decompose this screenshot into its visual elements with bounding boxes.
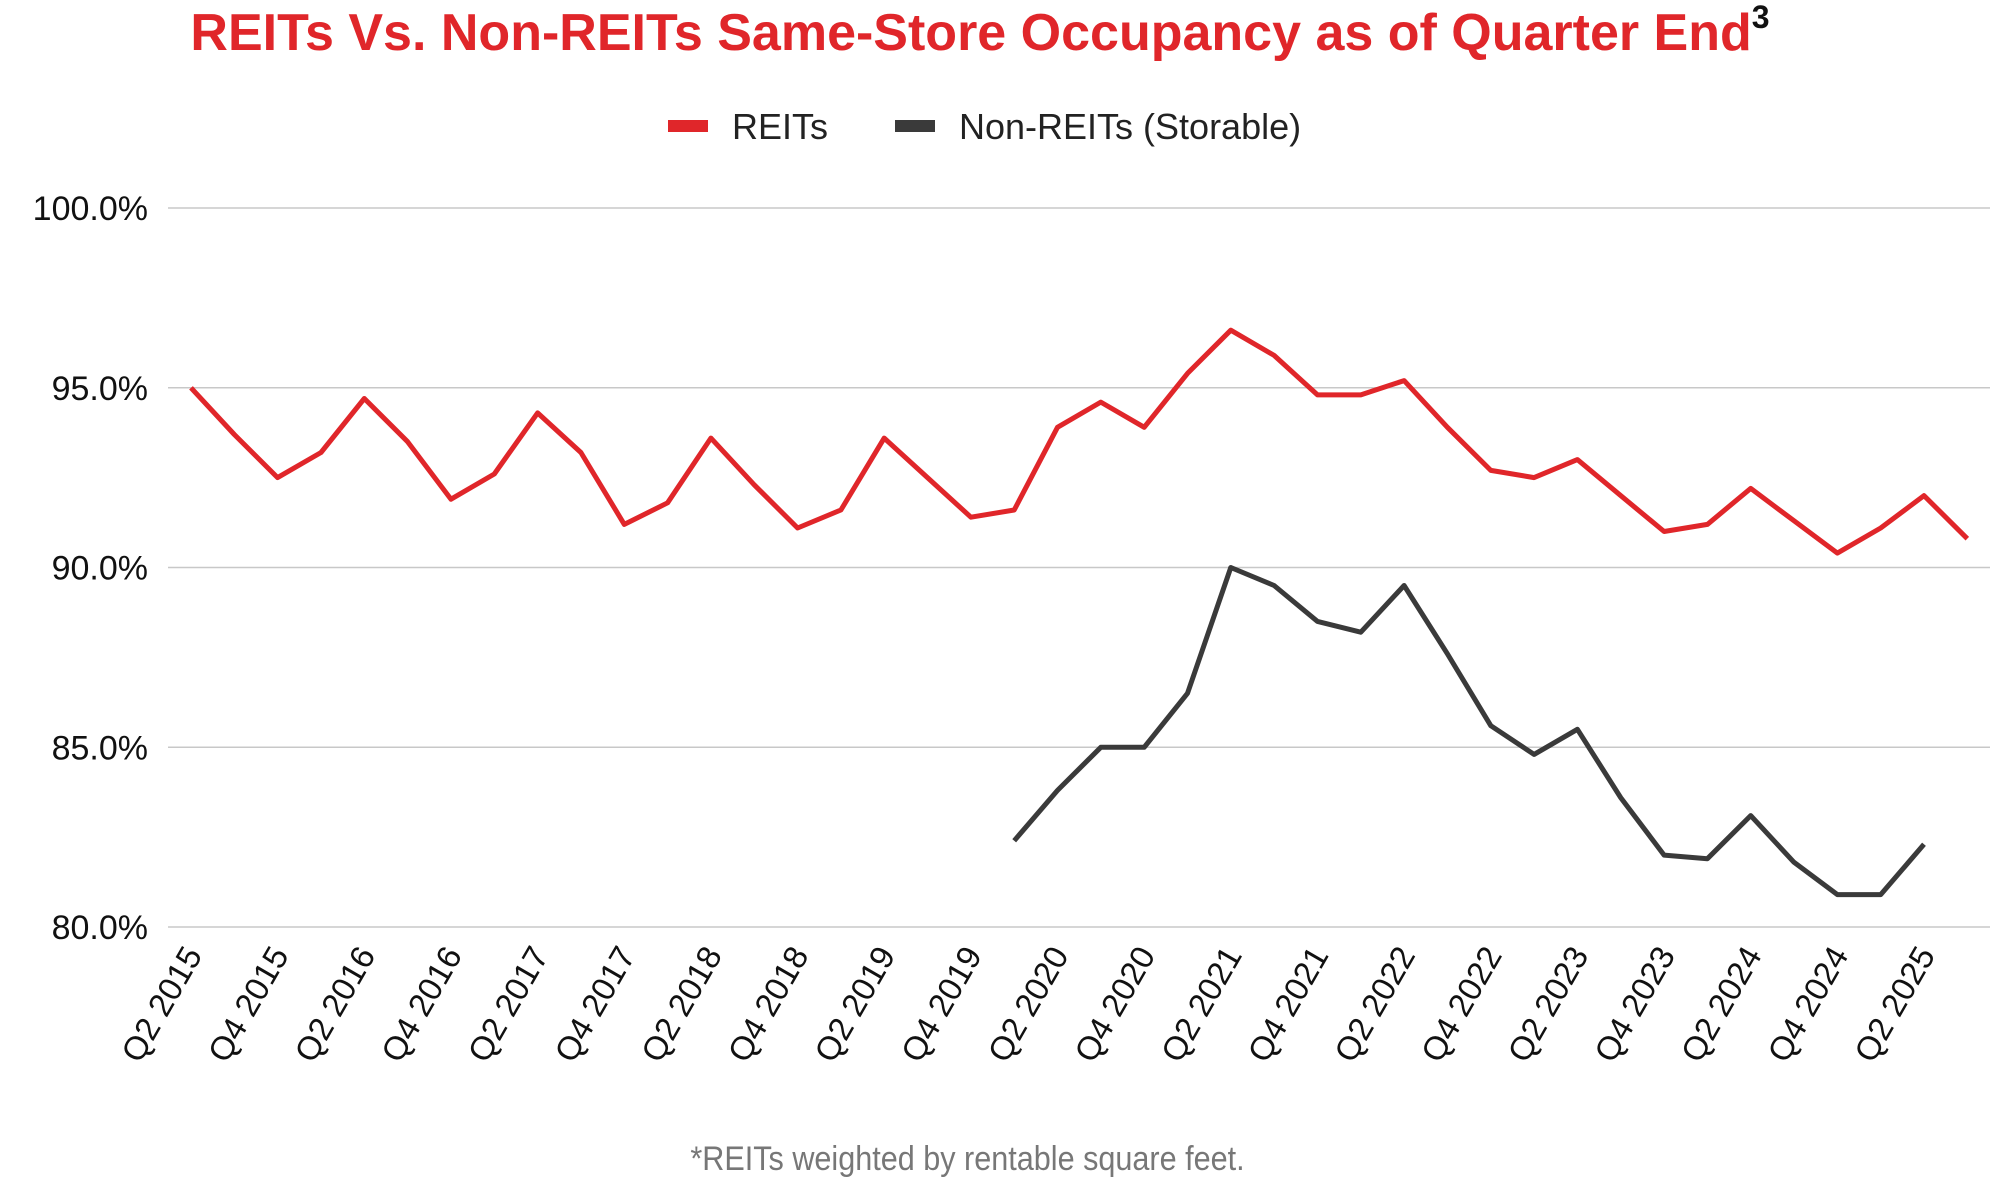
x-tick-label: Q2 2017	[460, 940, 555, 1068]
legend-swatch	[668, 120, 708, 132]
y-tick-label: 90.0%	[52, 550, 148, 588]
legend-label: Non-REITs (Storable)	[959, 106, 1301, 147]
legend: REITs Non-REITs (Storable)	[668, 106, 1301, 147]
x-tick-label: Q2 2020	[980, 940, 1075, 1068]
series-lines	[189, 327, 1970, 898]
y-tick-label: 80.0%	[52, 909, 148, 947]
chart-title: REITs Vs. Non-REITs Same-Store Occupancy…	[190, 0, 1769, 62]
y-tick-label: 100.0%	[33, 190, 148, 228]
series-line-reits	[189, 327, 1970, 556]
x-tick-label: Q2 2019	[807, 940, 902, 1068]
x-tick-label: Q2 2015	[114, 940, 209, 1068]
title-superscript: 3	[1752, 0, 1770, 35]
x-tick-label: Q4 2016	[374, 940, 469, 1068]
x-tick-label: Q2 2024	[1673, 940, 1768, 1068]
footnote: *REITs weighted by rentable square feet.	[690, 1140, 1244, 1178]
x-tick-label: Q2 2018	[634, 940, 729, 1068]
legend-label: REITs	[732, 106, 828, 147]
series-line-non-reits	[1012, 565, 1926, 898]
y-axis-ticks: 80.0% 85.0% 90.0% 95.0% 100.0%	[33, 190, 148, 947]
x-tick-label: Q2 2023	[1500, 940, 1595, 1068]
legend-swatch	[895, 120, 935, 132]
x-tick-label: Q2 2016	[287, 940, 382, 1068]
x-tick-label: Q4 2024	[1760, 940, 1855, 1068]
x-tick-label: Q4 2022	[1413, 940, 1508, 1068]
x-tick-label: Q4 2023	[1587, 940, 1682, 1068]
x-tick-label: Q2 2025	[1847, 940, 1942, 1068]
x-tick-label: Q2 2021	[1154, 940, 1249, 1068]
y-tick-label: 85.0%	[52, 729, 148, 767]
x-tick-label: Q4 2018	[720, 940, 815, 1068]
x-tick-label: Q4 2015	[200, 940, 295, 1068]
x-tick-label: Q4 2020	[1067, 940, 1162, 1068]
y-tick-label: 95.0%	[52, 370, 148, 408]
x-tick-label: Q2 2022	[1327, 940, 1422, 1068]
gridlines	[168, 207, 1990, 928]
x-tick-label: Q4 2019	[894, 940, 989, 1068]
x-tick-label: Q4 2017	[547, 940, 642, 1068]
x-tick-label: Q4 2021	[1240, 940, 1335, 1068]
